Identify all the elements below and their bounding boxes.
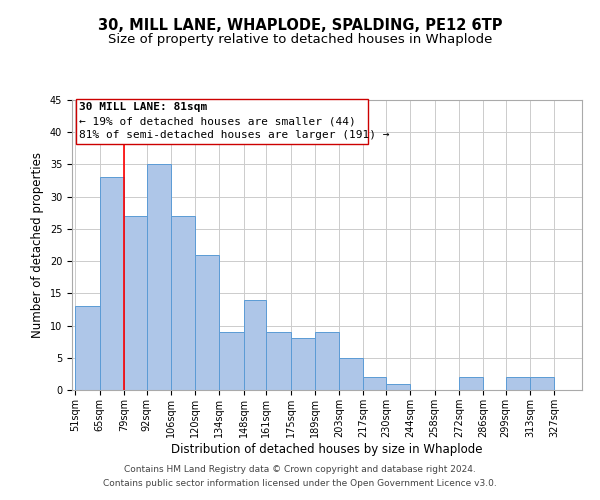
Bar <box>315 332 339 390</box>
Text: Contains HM Land Registry data © Crown copyright and database right 2024.
Contai: Contains HM Land Registry data © Crown c… <box>103 466 497 487</box>
Bar <box>146 164 171 390</box>
Bar <box>530 377 554 390</box>
Text: 30 MILL LANE: 81sqm: 30 MILL LANE: 81sqm <box>79 102 207 112</box>
Bar <box>459 377 483 390</box>
Bar <box>220 332 244 390</box>
FancyBboxPatch shape <box>76 98 368 144</box>
Bar <box>290 338 315 390</box>
Bar <box>506 377 530 390</box>
Text: ← 19% of detached houses are smaller (44): ← 19% of detached houses are smaller (44… <box>79 116 356 126</box>
Bar <box>171 216 195 390</box>
X-axis label: Distribution of detached houses by size in Whaplode: Distribution of detached houses by size … <box>171 442 483 456</box>
Bar <box>266 332 290 390</box>
Text: 30, MILL LANE, WHAPLODE, SPALDING, PE12 6TP: 30, MILL LANE, WHAPLODE, SPALDING, PE12 … <box>98 18 502 32</box>
Bar <box>386 384 410 390</box>
Bar <box>339 358 364 390</box>
Y-axis label: Number of detached properties: Number of detached properties <box>31 152 44 338</box>
Text: Size of property relative to detached houses in Whaplode: Size of property relative to detached ho… <box>108 32 492 46</box>
Bar <box>364 377 386 390</box>
Bar <box>100 178 124 390</box>
Bar <box>76 306 100 390</box>
Text: 81% of semi-detached houses are larger (191) →: 81% of semi-detached houses are larger (… <box>79 130 389 140</box>
Bar <box>244 300 266 390</box>
Bar <box>195 254 220 390</box>
Bar <box>124 216 146 390</box>
